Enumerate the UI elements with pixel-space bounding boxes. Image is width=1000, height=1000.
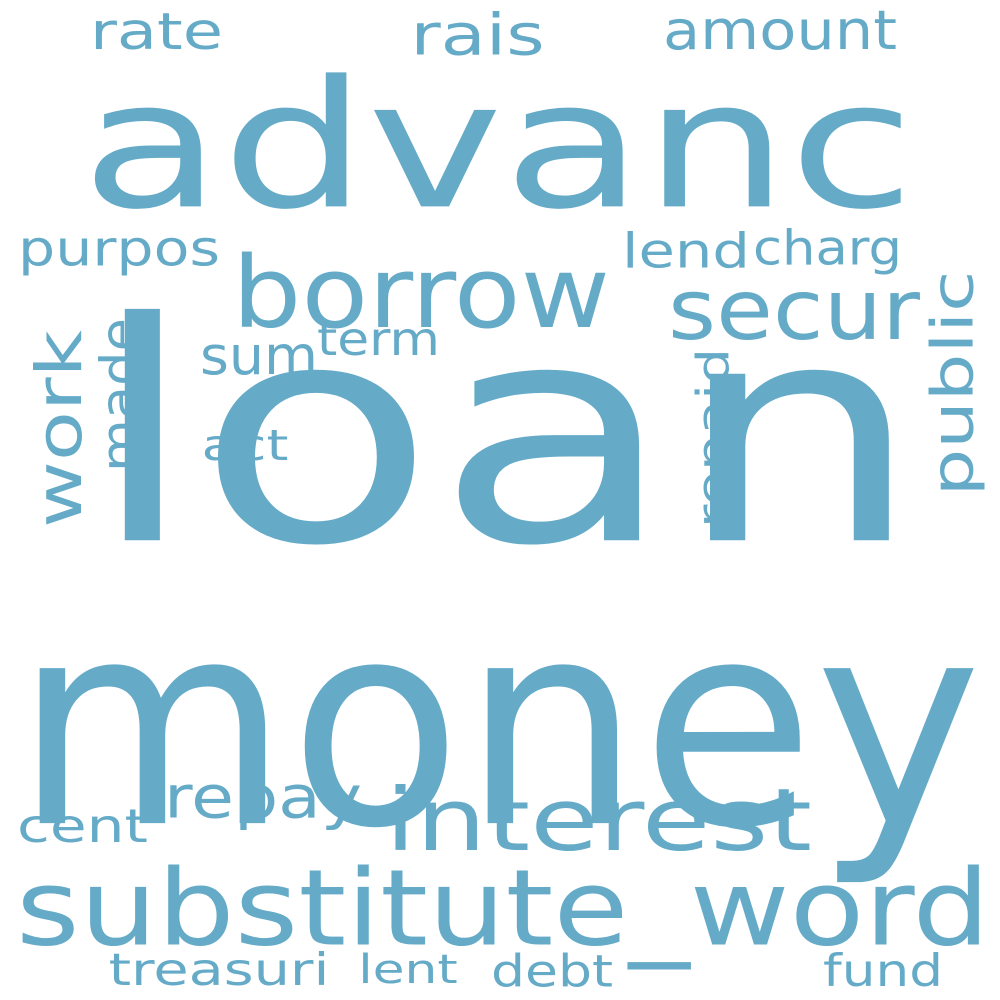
word-treasuri: treasuri [109, 946, 330, 997]
word-interest: interest [385, 771, 812, 871]
word-repay: repay [164, 764, 362, 832]
word-rate: rate [90, 3, 223, 62]
word-rais: rais [410, 2, 544, 68]
word-act: act [202, 420, 289, 470]
word-cloud-words: loan money advanc substitute_word borrow… [14, 0, 990, 997]
word-secur: secur [668, 261, 921, 359]
word-purpos: purpos [18, 220, 220, 277]
word-lend: lend [622, 223, 750, 279]
word-substitute-word: substitute_word [16, 847, 990, 970]
word-made: made [91, 318, 150, 472]
word-work: work [23, 329, 96, 528]
word-borrow: borrow [232, 235, 610, 351]
word-public: public [919, 271, 986, 497]
word-term: term [317, 312, 440, 367]
word-debt: debt [491, 945, 613, 997]
word-fund: fund [823, 945, 943, 996]
word-advanc: advanc [81, 43, 915, 248]
word-money: money [14, 560, 982, 891]
word-lent: lent [358, 946, 458, 993]
word-cent: cent [17, 799, 148, 853]
word-repaid: repaid [688, 348, 739, 528]
word-charg: charg [753, 220, 902, 276]
word-loan: loan [88, 258, 922, 613]
word-amount: amount [663, 0, 897, 62]
word-sum: sum [200, 324, 318, 387]
